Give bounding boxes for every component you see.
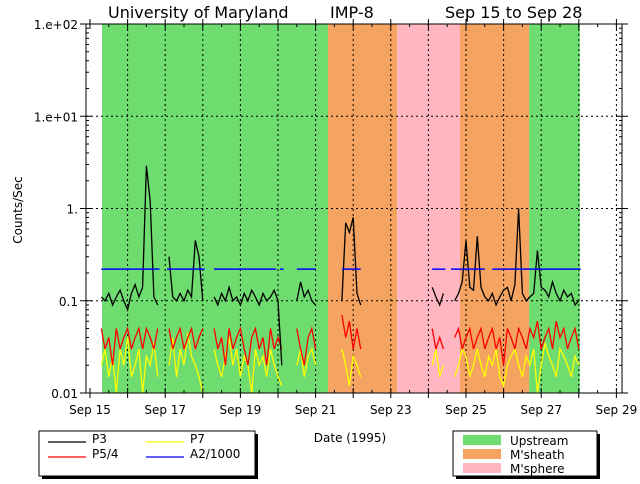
y-axis-label: Counts/Sec (11, 176, 25, 244)
series-p7-line (168, 332, 204, 394)
y-tick-label: 0.01 (51, 387, 78, 401)
chart-title: University of Maryland IMP-8 Sep 15 to S… (108, 3, 582, 22)
legend-label: M'sphere (510, 462, 565, 476)
series-p5-4-line (341, 314, 362, 350)
x-axis-label: Date (1995) (314, 431, 386, 445)
legend-label: M'sheath (510, 448, 565, 462)
x-tick-label: Sep 21 (295, 403, 337, 417)
axes: 1.e+02 1.e+01 1. 0.1 0.01 Sep 15 Sep 17 Sep 19 S… (34, 18, 637, 417)
series-p3-line (431, 287, 445, 307)
grid (86, 24, 622, 393)
series-p3-line (168, 240, 204, 303)
series-p7-line (296, 347, 317, 377)
series-p5-4-line (100, 326, 159, 366)
series-p3-line (213, 284, 283, 366)
legend-swatch-msphere (463, 463, 501, 473)
series-p7-line (341, 348, 362, 386)
series-p7-line (454, 342, 580, 394)
title-spacecraft: IMP-8 (330, 3, 374, 22)
series-p7-line (431, 348, 445, 377)
series-p3-line (341, 217, 362, 306)
region-upstream (102, 24, 329, 393)
legend-label: A2/1000 (190, 447, 240, 461)
y-tick-label: 1.e+01 (34, 110, 78, 124)
x-tick-label: Sep 25 (445, 403, 487, 417)
x-tick-label: Sep 15 (69, 403, 111, 417)
legend-label: Upstream (510, 434, 568, 448)
series-legend: P3 P7 P5/4 A2/1000 (38, 430, 258, 479)
legend-swatch-upstream (463, 435, 501, 445)
legend-label: P3 (92, 432, 107, 446)
series-p3-line (296, 281, 317, 306)
x-tick-label: Sep 23 (370, 403, 412, 417)
legend-label: P7 (190, 432, 205, 446)
series-p7-line (100, 337, 159, 394)
series-p3-line (454, 208, 580, 307)
series-p5-4-line (168, 326, 204, 350)
y-tick-label: 0.1 (59, 295, 78, 309)
series-p5-4-line (431, 328, 445, 350)
y-tick-label: 1. (67, 203, 78, 217)
x-tick-label: Sep 19 (220, 403, 262, 417)
region-shading (102, 24, 580, 393)
x-tick-label: Sep 27 (520, 403, 562, 417)
series-lines (100, 165, 581, 394)
x-tick-label: Sep 17 (144, 403, 186, 417)
series-p5-4-line (296, 326, 317, 366)
legend-swatch-msheath (463, 449, 501, 459)
x-tick-label: Sep 29 (596, 403, 638, 417)
y-tick-label: 1.e+02 (34, 18, 78, 32)
series-p5-4-line (454, 321, 580, 366)
title-institution: University of Maryland (108, 3, 289, 22)
series-p5-4-line (213, 326, 283, 366)
title-date-range: Sep 15 to Sep 28 (445, 3, 582, 22)
legend-label: P5/4 (92, 447, 119, 461)
series-p3-line (100, 165, 159, 312)
